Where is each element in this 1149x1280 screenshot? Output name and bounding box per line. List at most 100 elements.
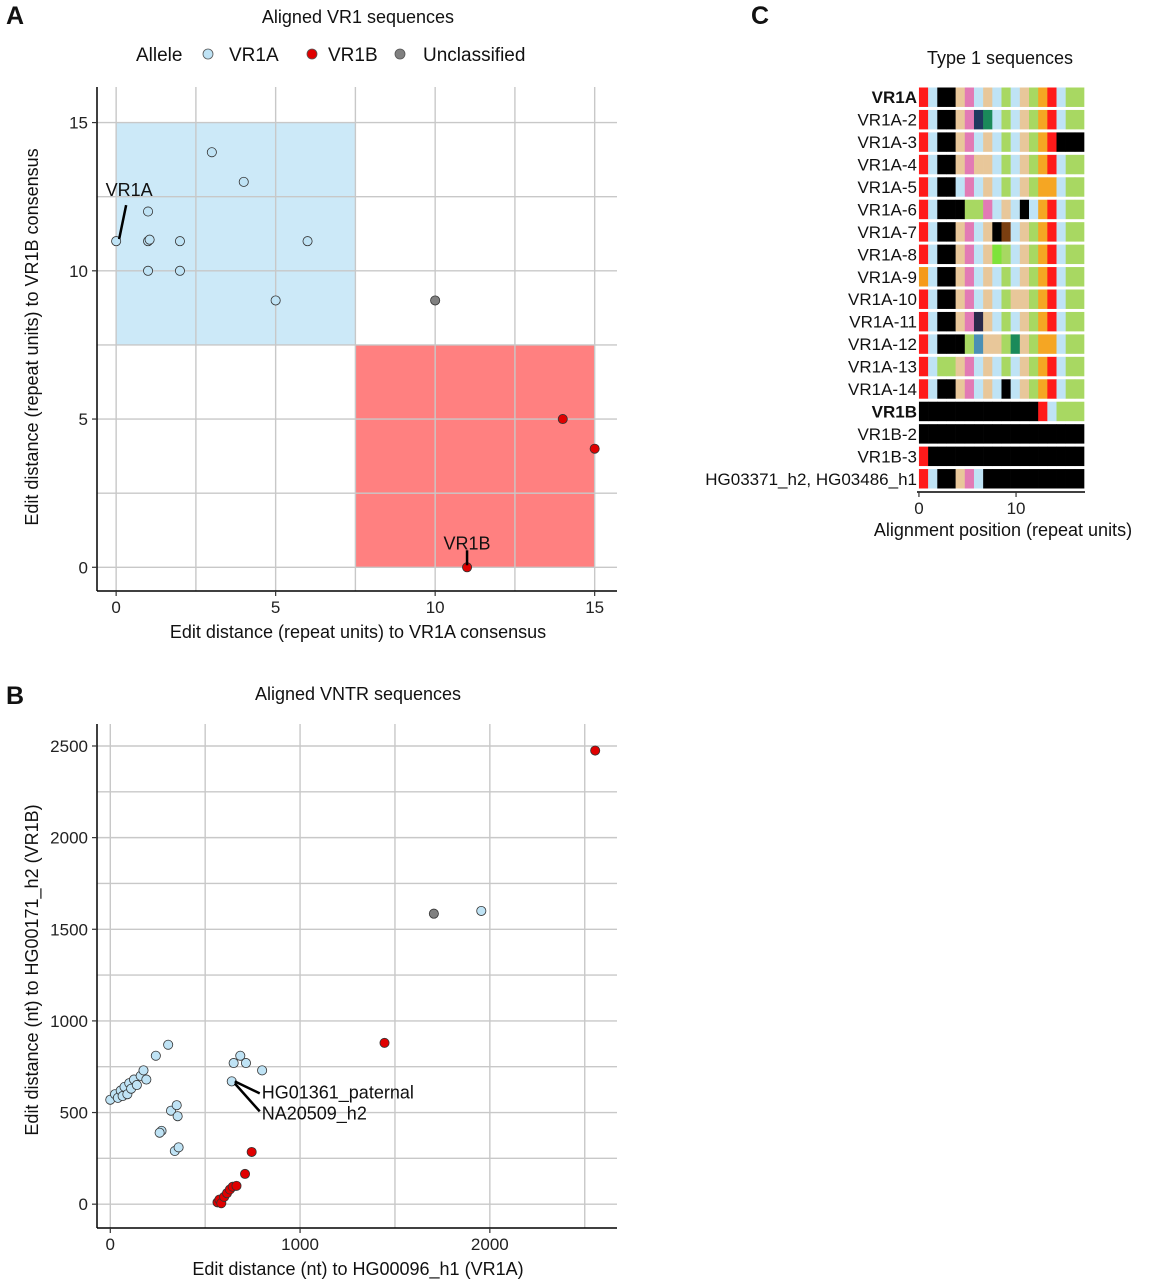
alignment-cell [992, 177, 1002, 197]
alignment-cell [928, 222, 938, 242]
point-vr1a [476, 905, 487, 916]
alignment-cell [1074, 424, 1085, 444]
alignment-cell [983, 154, 993, 175]
alignment-cell [1038, 469, 1048, 489]
alignment-cell [937, 334, 947, 354]
alignment-cell [928, 401, 938, 422]
alignment-cell [1019, 334, 1030, 354]
alignment-cell [955, 199, 966, 220]
alignment-cell [1001, 87, 1011, 107]
alignment-cell [1001, 401, 1011, 422]
alignment-cell [1001, 267, 1011, 287]
alignment-cell [1029, 244, 1039, 265]
point-vr1a [163, 1039, 174, 1050]
row-label: VR1B [872, 402, 917, 421]
alignment-cell [1029, 222, 1039, 242]
alignment-cell [946, 424, 956, 444]
alignment-cell [918, 379, 929, 399]
point-vr1a [302, 236, 313, 247]
point-vr1a [228, 1058, 239, 1069]
point-vr1a [143, 206, 154, 217]
alignment-cell [983, 401, 993, 422]
alignment-cell [918, 446, 929, 467]
row-label: VR1A-12 [848, 335, 917, 354]
alignment-cell [1029, 379, 1039, 399]
alignment-cell [973, 379, 984, 399]
alignment-cell [1029, 267, 1039, 287]
alignment-cell [964, 379, 975, 399]
alignment-cell [928, 199, 938, 220]
panel-b-letter: B [6, 682, 24, 710]
panel-c-title: Type 1 sequences [927, 48, 1073, 68]
alignment-cell [918, 244, 929, 265]
row-label: VR1A-2 [857, 111, 917, 130]
y-tick-label: 2500 [50, 737, 88, 756]
alignment-cell [1056, 177, 1066, 197]
alignment-cell [992, 356, 1002, 377]
alignment-cell [983, 222, 993, 242]
alignment-cell [973, 311, 984, 332]
alignment-cell [973, 244, 984, 265]
alignment-cell [973, 356, 984, 377]
alignment-cell [955, 132, 966, 152]
panel-a-title: Aligned VR1 sequences [262, 7, 454, 27]
x-tick-label: 0 [914, 499, 923, 518]
x-tick-label: 0 [106, 1235, 115, 1254]
alignment-cell [1010, 311, 1021, 332]
alignment-cell [946, 177, 956, 197]
alignment-cell [983, 379, 993, 399]
alignment-cell [964, 446, 975, 467]
alignment-cell [992, 244, 1002, 265]
alignment-cell [1001, 446, 1011, 467]
point-vr1b [589, 443, 600, 454]
alignment-cell [1056, 289, 1066, 309]
alignment-cell [992, 154, 1002, 175]
row-label: VR1A-10 [848, 290, 917, 309]
alignment-cell [1065, 469, 1076, 489]
alignment-cell [1010, 356, 1021, 377]
point-vr1b [246, 1146, 257, 1157]
alignment-cell [973, 109, 984, 130]
alignment-cell [955, 356, 966, 377]
alignment-cell [1010, 446, 1021, 467]
alignment-cell [964, 177, 975, 197]
alignment-cell [1010, 267, 1021, 287]
y-tick-label: 1000 [50, 1012, 88, 1031]
legend-label-unclassified: Unclassified [423, 45, 525, 66]
alignment-cell [1038, 154, 1048, 175]
alignment-cell [928, 244, 938, 265]
point-vr1a [141, 1074, 152, 1085]
alignment-cell [955, 154, 966, 175]
row-label: VR1A-4 [857, 156, 917, 175]
alignment-cell [992, 424, 1002, 444]
alignment-cell [1029, 446, 1039, 467]
annotation-label: NA20509_h2 [262, 1103, 367, 1124]
annotation-label: VR1B [444, 533, 491, 553]
alignment-cell [992, 289, 1002, 309]
alignment-cell [992, 222, 1002, 242]
alignment-cell [1019, 356, 1030, 377]
annotation-leader [234, 1080, 261, 1095]
alignment-cell [955, 244, 966, 265]
alignment-cell [918, 289, 929, 309]
alignment-cell [992, 199, 1002, 220]
alignment-cell [946, 446, 956, 467]
alignment-cell [1056, 87, 1066, 107]
x-tick-label: 10 [426, 598, 445, 617]
alignment-cell [946, 356, 956, 377]
alignment-cell [1074, 177, 1085, 197]
alignment-cell [1047, 267, 1057, 287]
alignment-cell [1047, 379, 1057, 399]
alignment-cell [946, 87, 956, 107]
alignment-cell [1001, 222, 1011, 242]
alignment-cell [955, 109, 966, 130]
alignment-cell [946, 379, 956, 399]
alignment-cell [1038, 356, 1048, 377]
alignment-cell [992, 109, 1002, 130]
alignment-cell [973, 424, 984, 444]
alignment-cell [983, 289, 993, 309]
alignment-cell [918, 177, 929, 197]
alignment-cell [937, 446, 947, 467]
alignment-cell [1047, 222, 1057, 242]
legend: Allele VR1A VR1B Unclassified [136, 45, 525, 66]
